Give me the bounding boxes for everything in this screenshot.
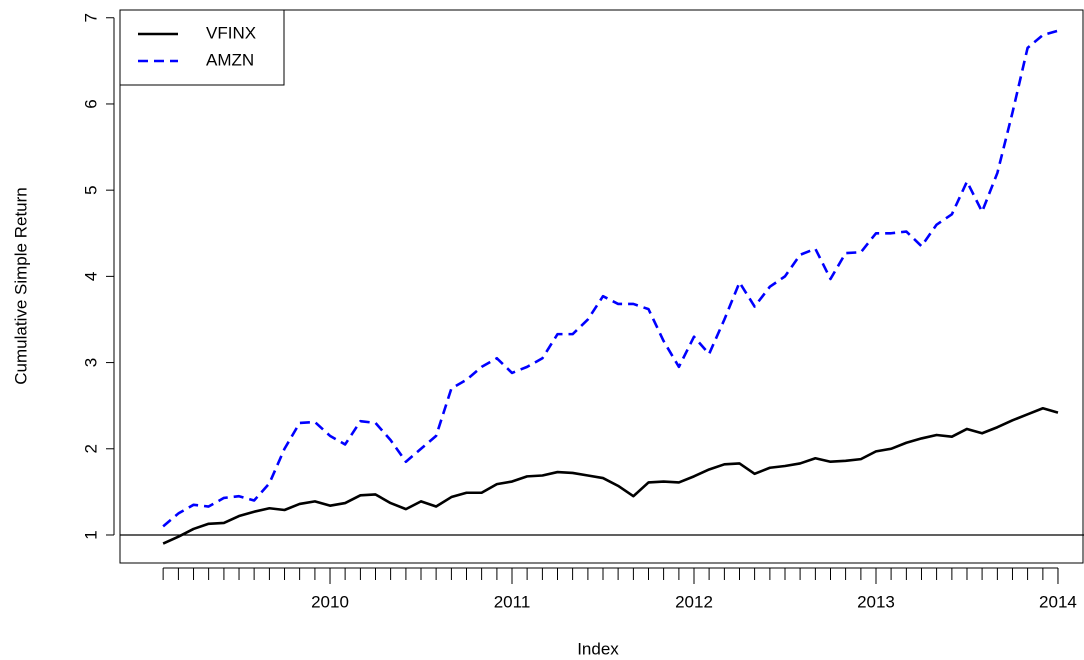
x-tick-label: 2012 <box>675 592 713 611</box>
legend-label: VFINX <box>206 23 256 42</box>
y-axis-label: Cumulative Simple Return <box>11 187 30 384</box>
data-line <box>162 406 1059 545</box>
y-tick-label: 7 <box>81 13 100 22</box>
x-tick-label: 2011 <box>494 592 531 611</box>
x-axis-label: Index <box>577 639 619 658</box>
y-tick-label: 5 <box>81 185 100 194</box>
legend-label: AMZN <box>206 50 254 69</box>
y-tick-label: 4 <box>81 272 100 281</box>
y-tick-label: 3 <box>81 358 100 367</box>
x-tick-label: 2014 <box>1039 592 1077 611</box>
y-tick-label: 2 <box>81 444 100 453</box>
data-line <box>162 29 1059 528</box>
x-tick-label: 2013 <box>857 592 895 611</box>
y-tick-label: 6 <box>81 99 100 108</box>
legend-box <box>119 9 285 86</box>
x-tick-label: 2010 <box>311 592 349 611</box>
y-tick-label: 1 <box>81 530 100 539</box>
plot-box <box>119 9 1084 564</box>
